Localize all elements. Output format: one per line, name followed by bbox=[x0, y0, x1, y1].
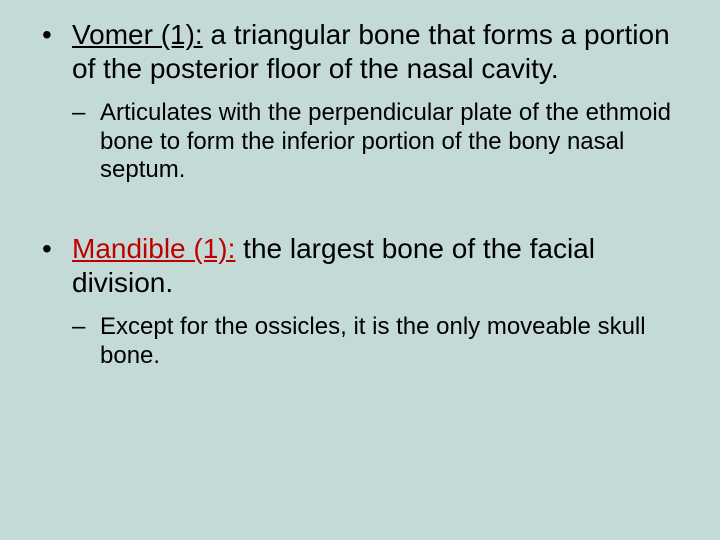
bullet-dot-icon: • bbox=[42, 18, 52, 52]
bullet-item-vomer: • Vomer (1): a triangular bone that form… bbox=[28, 18, 692, 85]
bullet-dot-icon: • bbox=[42, 232, 52, 266]
slide-body: • Vomer (1): a triangular bone that form… bbox=[0, 0, 720, 540]
term-vomer: Vomer (1): bbox=[72, 19, 203, 50]
sub-text-vomer: Articulates with the perpendicular plate… bbox=[100, 99, 671, 183]
sub-item-mandible: – Except for the ossicles, it is the onl… bbox=[28, 313, 692, 370]
sub-text-mandible: Except for the ossicles, it is the only … bbox=[100, 313, 646, 368]
dash-icon: – bbox=[72, 313, 85, 341]
term-mandible: Mandible (1): bbox=[72, 233, 235, 264]
bullet-item-mandible: • Mandible (1): the largest bone of the … bbox=[28, 232, 692, 299]
dash-icon: – bbox=[72, 99, 85, 127]
sub-item-vomer: – Articulates with the perpendicular pla… bbox=[28, 99, 692, 184]
